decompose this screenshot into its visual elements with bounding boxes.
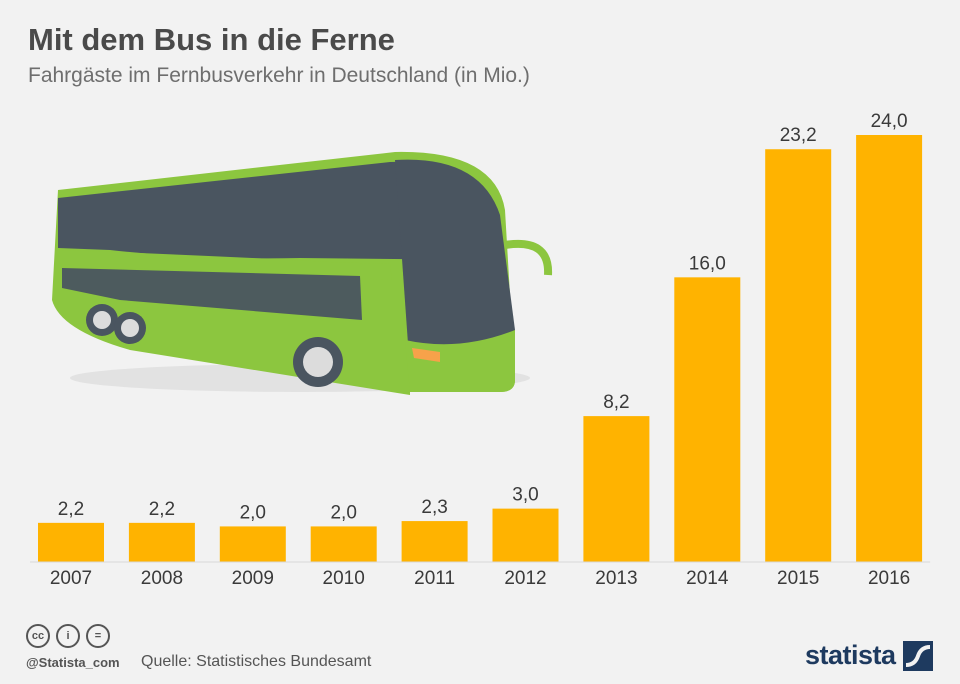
statista-logo[interactable]: statista <box>805 640 896 670</box>
value-label-2011: 2,3 <box>421 497 447 518</box>
x-tick-2008: 2008 <box>141 568 183 589</box>
value-label-2016: 24,0 <box>871 111 908 132</box>
x-tick-2009: 2009 <box>232 568 274 589</box>
value-label-2010: 2,0 <box>330 502 356 523</box>
bar-2008[interactable] <box>128 522 195 562</box>
x-tick-2010: 2010 <box>323 568 365 589</box>
x-tick-2013: 2013 <box>595 568 637 589</box>
chart-title: Mit dem Bus in die Ferne <box>28 22 395 57</box>
bar-2014[interactable] <box>674 277 741 562</box>
bus-illustration <box>52 151 553 395</box>
x-ticks-group: 2007 2008 2009 2010 2011 2012 2013 2014 2015 2016 <box>50 568 910 589</box>
x-tick-2007: 2007 <box>50 568 92 589</box>
twitter-handle: @Statista_com <box>26 655 120 670</box>
bar-2011[interactable] <box>401 521 468 562</box>
x-tick-2014: 2014 <box>686 568 729 589</box>
bar-2015[interactable] <box>765 149 832 562</box>
cc-icon: cc <box>26 624 50 648</box>
by-icon: i <box>56 624 80 648</box>
statista-logo-icon <box>903 641 933 671</box>
value-label-2012: 3,0 <box>512 485 538 506</box>
bar-2013[interactable] <box>583 416 650 562</box>
bar-2010[interactable] <box>310 526 377 562</box>
value-labels-group: 2,2 2,2 2,0 2,0 2,3 3,0 8,2 16,0 23,2 24,0 <box>58 111 908 523</box>
bar-2009[interactable] <box>219 526 286 562</box>
chart-subtitle: Fahrgäste im Fernbusverkehr in Deutschla… <box>28 64 530 87</box>
value-label-2008: 2,2 <box>149 499 175 520</box>
nd-icon: = <box>86 624 110 648</box>
bar-2012[interactable] <box>492 508 559 562</box>
value-label-2013: 8,2 <box>603 392 629 413</box>
bars-group <box>38 135 923 562</box>
x-tick-2016: 2016 <box>868 568 910 589</box>
x-tick-2011: 2011 <box>414 568 455 589</box>
value-label-2014: 16,0 <box>689 253 726 274</box>
value-label-2015: 23,2 <box>780 125 817 146</box>
x-tick-2015: 2015 <box>777 568 819 589</box>
license-icons: cc i = <box>26 624 110 648</box>
value-label-2007: 2,2 <box>58 499 84 520</box>
value-label-2009: 2,0 <box>240 502 266 523</box>
source-text[interactable]: Quelle: Statistisches Bundesamt <box>141 653 372 670</box>
bar-2007[interactable] <box>38 522 104 562</box>
x-tick-2012: 2012 <box>504 568 546 589</box>
bar-2016[interactable] <box>856 135 923 562</box>
